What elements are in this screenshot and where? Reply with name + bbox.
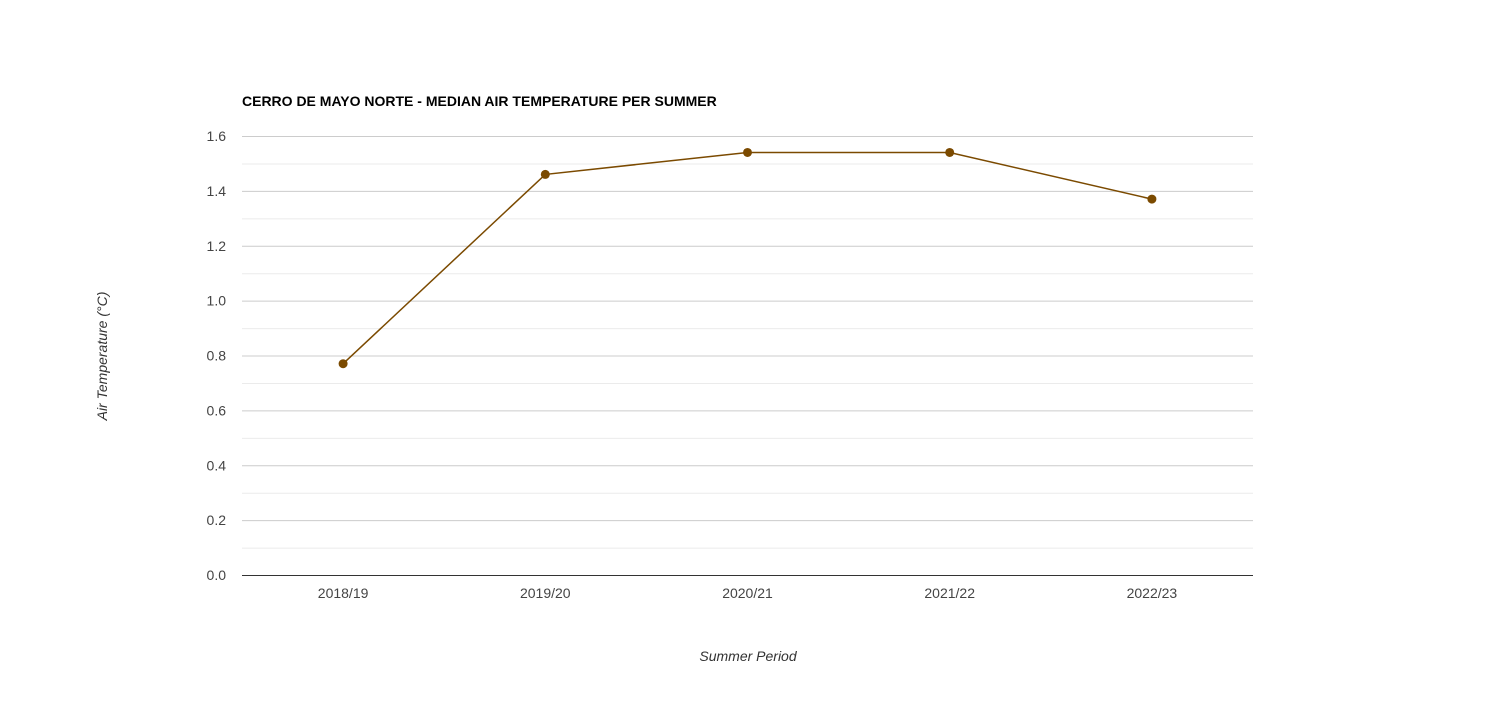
chart-title: CERRO DE MAYO NORTE - MEDIAN AIR TEMPERA… bbox=[242, 93, 717, 109]
data-point[interactable] bbox=[540, 169, 550, 179]
y-tick-label: 0.8 bbox=[207, 348, 227, 364]
y-tick-label: 1.6 bbox=[207, 128, 227, 144]
x-tick-label: 2020/21 bbox=[722, 585, 773, 601]
y-tick-label: 0.4 bbox=[207, 457, 227, 473]
minor-gridlines bbox=[242, 163, 1253, 549]
x-tick-label: 2021/22 bbox=[924, 585, 975, 601]
y-tick-label: 1.2 bbox=[207, 238, 227, 254]
data-point[interactable] bbox=[338, 359, 348, 369]
x-axis-tick-labels: 2018/19 2019/20 2020/21 2021/22 2022/23 bbox=[318, 585, 1178, 601]
y-tick-label: 0.6 bbox=[207, 402, 227, 418]
data-point[interactable] bbox=[743, 147, 752, 157]
data-point[interactable] bbox=[1147, 194, 1157, 204]
series-group bbox=[338, 147, 1157, 369]
y-axis-title: Air Temperature (°C) bbox=[94, 291, 110, 421]
x-tick-label: 2019/20 bbox=[520, 585, 571, 601]
x-axis-title: Summer Period bbox=[699, 648, 797, 664]
y-tick-label: 0.2 bbox=[207, 512, 227, 528]
x-tick-label: 2018/19 bbox=[318, 585, 369, 601]
x-tick-label: 2022/23 bbox=[1127, 585, 1178, 601]
y-tick-label: 0.0 bbox=[207, 567, 227, 583]
y-tick-label: 1.0 bbox=[207, 293, 227, 309]
y-tick-label: 1.4 bbox=[207, 183, 227, 199]
series-line bbox=[342, 151, 1153, 365]
data-point[interactable] bbox=[945, 147, 955, 157]
y-axis-tick-labels: 0.0 0.2 0.4 0.6 0.8 1.0 1.2 1.4 1.6 bbox=[207, 128, 227, 583]
